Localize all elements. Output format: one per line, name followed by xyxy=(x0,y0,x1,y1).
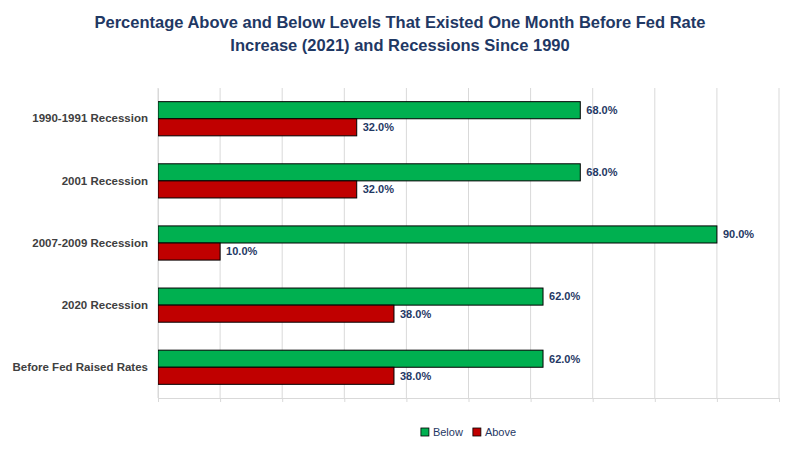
data-label: 10.0% xyxy=(226,245,257,257)
bar xyxy=(158,102,580,119)
legend: Below Above xyxy=(421,426,516,438)
category-label: 1990-1991 Recession xyxy=(32,112,148,124)
tick-mark xyxy=(220,398,221,402)
tick xyxy=(344,398,345,402)
tick-mark xyxy=(406,398,407,402)
data-label: 90.0% xyxy=(723,228,754,240)
legend-label: Below xyxy=(433,426,463,438)
tick xyxy=(469,398,470,402)
bar xyxy=(158,164,580,181)
bar xyxy=(158,226,717,243)
tick: 2007-2009 Recession xyxy=(32,237,158,249)
tick-mark xyxy=(531,398,532,402)
tick-mark xyxy=(344,398,345,402)
category-label: 2001 Recession xyxy=(62,175,148,187)
bar xyxy=(158,119,357,136)
data-label: 38.0% xyxy=(400,370,431,382)
tick-mark xyxy=(469,398,470,402)
axis-line xyxy=(159,399,780,403)
tick xyxy=(220,398,221,402)
data-label: 32.0% xyxy=(363,121,394,133)
chart: Percentage Above and Below Levels That E… xyxy=(0,0,800,460)
tick xyxy=(531,398,532,402)
tick-mark xyxy=(282,398,283,402)
category-label: 2020 Recession xyxy=(62,299,148,311)
bar xyxy=(158,243,220,260)
bar xyxy=(158,305,394,322)
data-label: 68.0% xyxy=(586,166,617,178)
tick-mark xyxy=(717,398,718,402)
category-label: 2007-2009 Recession xyxy=(32,237,148,249)
tick xyxy=(655,398,656,402)
title: Percentage Above and Below Levels That E… xyxy=(95,13,706,54)
data-label: 62.0% xyxy=(549,353,580,365)
tick-mark xyxy=(158,398,159,402)
tick xyxy=(717,398,718,402)
tick-mark xyxy=(779,398,780,402)
tick xyxy=(282,398,283,402)
category-label: Before Fed Raised Rates xyxy=(13,361,149,373)
tick-mark xyxy=(655,398,656,402)
tick: 2020 Recession xyxy=(62,299,158,311)
title-line: Increase (2021) and Recessions Since 199… xyxy=(230,36,569,54)
bar xyxy=(158,350,543,367)
data-labels: 68.0% 68.0% 90.0% 62.0% 62.0% 32.0% 32.0% 10.0%… xyxy=(226,104,754,382)
data-label: 62.0% xyxy=(549,290,580,302)
legend-label: Above xyxy=(485,426,516,438)
tick xyxy=(593,398,594,402)
legend-swatch xyxy=(473,428,481,436)
tick xyxy=(158,398,159,402)
tick xyxy=(406,398,407,402)
category-axis: 1990-1991 Recession 2001 Recession 2007-20… xyxy=(13,89,159,399)
bar xyxy=(158,288,543,305)
data-label: 38.0% xyxy=(400,308,431,320)
plot: 1990-1991 Recession 2001 Recession 2007-20… xyxy=(13,88,780,402)
title-line: Percentage Above and Below Levels That E… xyxy=(95,13,706,31)
tick: 1990-1991 Recession xyxy=(32,112,158,124)
legend-item: Above xyxy=(473,426,516,438)
tick: Before Fed Raised Rates xyxy=(13,361,159,373)
tick: 2001 Recession xyxy=(62,175,158,187)
legend-swatch xyxy=(421,428,429,436)
grid xyxy=(158,88,779,398)
bars xyxy=(158,102,717,385)
legend-item: Below xyxy=(421,426,463,438)
bar xyxy=(158,181,357,198)
bar xyxy=(158,367,394,384)
tick-mark xyxy=(593,398,594,402)
tick xyxy=(779,398,780,402)
value-axis xyxy=(159,398,780,402)
grid-line xyxy=(779,88,780,398)
data-label: 32.0% xyxy=(363,183,394,195)
data-label: 68.0% xyxy=(586,104,617,116)
